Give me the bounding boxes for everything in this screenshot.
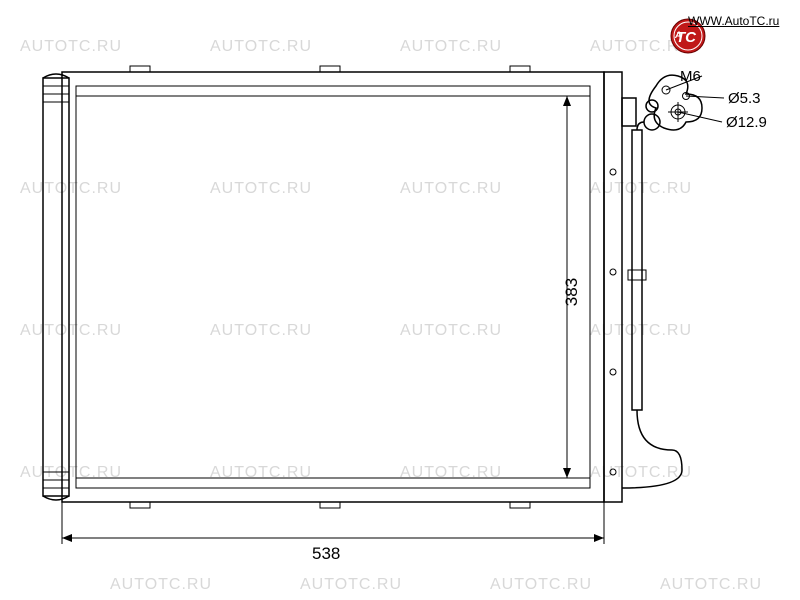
callout-d53: Ø5.3 <box>728 90 761 107</box>
width-dimension-value: 538 <box>312 544 340 564</box>
svg-text:A: A <box>674 30 682 40</box>
height-dimension-value: 383 <box>562 278 582 306</box>
logo-url: WWW.AutoTC.ru <box>688 14 779 28</box>
technical-drawing: TCA <box>0 0 800 600</box>
callout-d129: Ø12.9 <box>726 114 767 131</box>
callout-m6: M6 <box>680 68 701 85</box>
